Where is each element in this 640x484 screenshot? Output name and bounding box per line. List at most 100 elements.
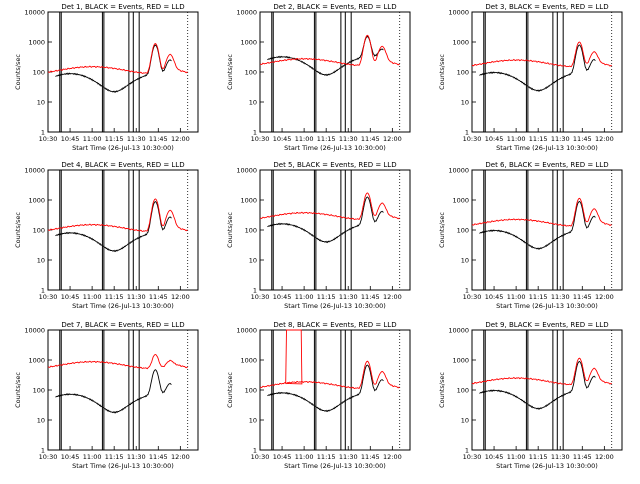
y-tick-label: 10000 — [448, 327, 469, 335]
x-tick-label: 11:15 — [105, 453, 124, 461]
x-tick-label: 10:45 — [485, 453, 504, 461]
chart-panel-4: Det 4, BLACK = Events, RED = LLD 1 10 100 10… — [14, 161, 199, 310]
y-tick-label: 10 — [461, 257, 469, 265]
x-tick-label: 11:00 — [295, 453, 314, 461]
y-tick-label: 10000 — [24, 327, 45, 335]
x-tick-label: 12:00 — [171, 293, 190, 301]
y-tick-label: 100 — [33, 387, 45, 395]
x-tick-label: 11:15 — [317, 293, 336, 301]
lld-series — [471, 197, 612, 227]
plot-frame — [47, 329, 199, 451]
x-tick-label: 12:00 — [383, 135, 402, 143]
chart-title: Det 2, BLACK = Events, RED = LLD — [273, 3, 396, 11]
x-tick-label: 11:00 — [507, 135, 526, 143]
x-tick-label: 11:30 — [339, 293, 358, 301]
y-tick-label: 10 — [249, 417, 257, 425]
y-axis-label: Counts/sec — [226, 54, 234, 90]
x-tick-label: 10:30 — [39, 293, 58, 301]
y-tick-label: 1000 — [452, 357, 469, 365]
y-axis-label: Counts/sec — [14, 54, 22, 90]
x-tick-label: 10:45 — [273, 293, 292, 301]
x-tick-label: 11:30 — [551, 293, 570, 301]
x-axis-label: Start Time (26-Jul-13 10:30:00) — [72, 144, 174, 152]
x-tick-label: 11:15 — [317, 135, 336, 143]
x-tick-label: 10:45 — [61, 135, 80, 143]
y-tick-label: 1 — [41, 129, 45, 137]
y-tick-label: 1000 — [452, 197, 469, 205]
chart-panel-1: Det 1, BLACK = Events, RED = LLD 1 10 100 10… — [14, 3, 199, 152]
y-tick-label: 10000 — [236, 327, 257, 335]
x-tick-label: 10:45 — [273, 135, 292, 143]
y-tick-label: 1000 — [240, 357, 257, 365]
plot-frame — [47, 169, 199, 291]
y-tick-label: 10000 — [448, 9, 469, 17]
lld-series — [259, 329, 400, 389]
y-tick-label: 1 — [465, 287, 469, 295]
x-tick-label: 12:00 — [171, 135, 190, 143]
x-tick-label: 11:00 — [83, 135, 102, 143]
chart-title: Det 5, BLACK = Events, RED = LLD — [273, 161, 396, 169]
x-tick-label: 11:15 — [529, 453, 548, 461]
x-tick-label: 11:00 — [83, 453, 102, 461]
x-axis-label: Start Time (26-Jul-13 10:30:00) — [496, 302, 598, 310]
x-tick-label: 10:30 — [39, 453, 58, 461]
x-tick-label: 10:45 — [485, 135, 504, 143]
x-tick-label: 11:30 — [127, 135, 146, 143]
y-tick-label: 10 — [249, 257, 257, 265]
x-axis-label: Start Time (26-Jul-13 10:30:00) — [72, 462, 174, 470]
plot-frame — [259, 169, 411, 291]
x-tick-label: 10:45 — [273, 453, 292, 461]
x-tick-label: 11:15 — [529, 293, 548, 301]
y-axis-label: Counts/sec — [438, 372, 446, 408]
y-tick-label: 100 — [245, 387, 257, 395]
y-tick-label: 10 — [37, 417, 45, 425]
y-tick-label: 1000 — [452, 39, 469, 47]
x-axis-label: Start Time (26-Jul-13 10:30:00) — [284, 302, 386, 310]
events-series — [55, 201, 172, 253]
y-tick-label: 10000 — [236, 9, 257, 17]
x-tick-label: 10:45 — [61, 453, 80, 461]
y-tick-label: 10 — [461, 417, 469, 425]
x-tick-label: 10:30 — [251, 135, 270, 143]
y-axis-label: Counts/sec — [438, 212, 446, 248]
y-tick-label: 100 — [245, 69, 257, 77]
y-tick-label: 100 — [33, 227, 45, 235]
chart-panel-3: Det 3, BLACK = Events, RED = LLD 1 10 100 10… — [438, 3, 623, 152]
x-tick-label: 11:45 — [149, 135, 168, 143]
x-axis-label: Start Time (26-Jul-13 10:30:00) — [496, 144, 598, 152]
x-tick-label: 11:00 — [295, 135, 314, 143]
lld-series — [259, 34, 400, 66]
lld-series — [259, 192, 400, 220]
chart-title: Det 6, BLACK = Events, RED = LLD — [485, 161, 608, 169]
chart-title: Det 4, BLACK = Events, RED = LLD — [61, 161, 184, 169]
x-tick-label: 10:30 — [463, 293, 482, 301]
y-tick-label: 1 — [253, 447, 257, 455]
lld-series — [47, 198, 188, 232]
chart-title: Det 1, BLACK = Events, RED = LLD — [61, 3, 184, 11]
y-tick-label: 10000 — [236, 167, 257, 175]
chart-panel-5: Det 5, BLACK = Events, RED = LLD 1 10 100 10… — [226, 161, 411, 310]
lld-series — [471, 357, 612, 386]
y-tick-label: 100 — [245, 227, 257, 235]
x-tick-label: 11:45 — [573, 453, 592, 461]
y-tick-label: 100 — [457, 387, 469, 395]
y-axis-label: Counts/sec — [438, 54, 446, 90]
x-tick-label: 11:30 — [127, 293, 146, 301]
x-tick-label: 11:30 — [551, 453, 570, 461]
x-tick-label: 11:30 — [551, 135, 570, 143]
x-tick-label: 10:30 — [463, 453, 482, 461]
x-tick-label: 10:30 — [251, 293, 270, 301]
y-tick-label: 1000 — [28, 197, 45, 205]
x-tick-label: 10:45 — [61, 293, 80, 301]
y-tick-label: 10 — [37, 99, 45, 107]
y-axis-label: Counts/sec — [14, 212, 22, 248]
y-axis-label: Counts/sec — [226, 212, 234, 248]
x-tick-label: 11:45 — [361, 293, 380, 301]
x-axis-label: Start Time (26-Jul-13 10:30:00) — [284, 144, 386, 152]
events-series — [267, 35, 384, 77]
y-tick-label: 1000 — [240, 197, 257, 205]
x-tick-label: 12:00 — [383, 293, 402, 301]
x-tick-label: 10:30 — [251, 453, 270, 461]
